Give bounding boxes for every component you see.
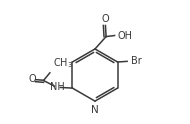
Text: NH: NH	[50, 82, 65, 92]
Text: N: N	[91, 105, 99, 115]
Text: CH$_3$: CH$_3$	[53, 56, 73, 70]
Text: Br: Br	[131, 56, 141, 66]
Text: OH: OH	[117, 31, 132, 41]
Text: O: O	[29, 74, 36, 84]
Text: O: O	[102, 14, 109, 24]
